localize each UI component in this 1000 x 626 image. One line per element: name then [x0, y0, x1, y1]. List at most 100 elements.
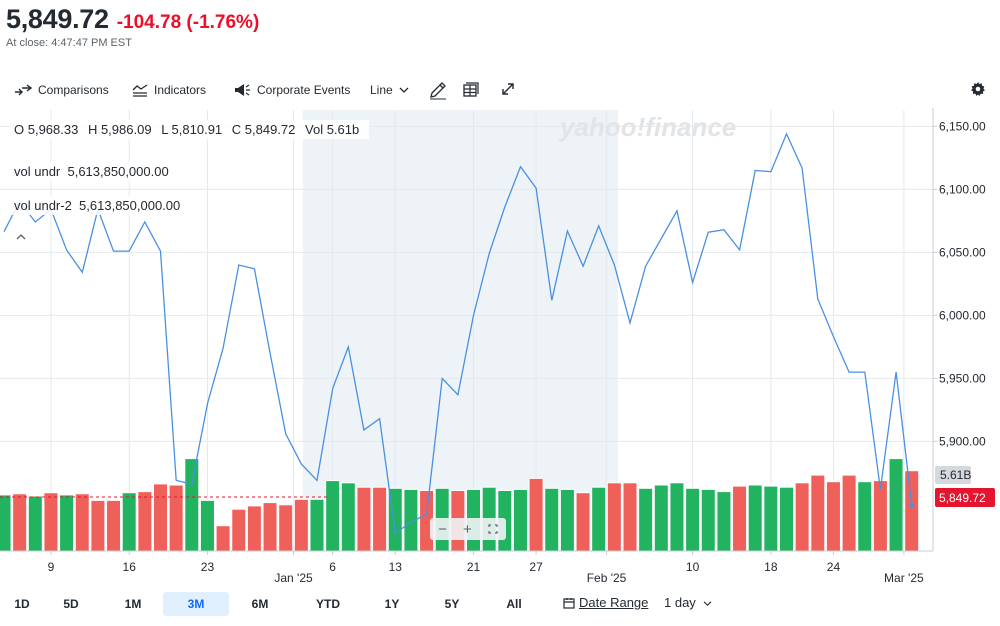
open-value: O 5,968.33: [14, 122, 79, 137]
volume-bar: [0, 494, 12, 552]
volume-bar: [732, 485, 748, 552]
indicators-button[interactable]: Indicators: [132, 83, 206, 97]
volume-bar: [559, 488, 575, 552]
close-value: C 5,849.72: [231, 122, 296, 137]
x-tick-label: 10: [686, 560, 700, 574]
fullscreen-button[interactable]: [500, 81, 516, 97]
chart-type-dropdown[interactable]: Line: [370, 83, 409, 97]
corporate-events-button[interactable]: Corporate Events: [233, 83, 350, 97]
volume-bar: [904, 470, 920, 552]
volume-bar: [857, 481, 873, 552]
x-tick-label: 6: [329, 560, 336, 574]
x-tick-label: 27: [529, 560, 543, 574]
legend-vol-undr-2-value: 5,613,850,000.00: [79, 198, 181, 213]
volume-bar: [340, 482, 356, 552]
date-range-button[interactable]: Date Range: [563, 595, 648, 610]
volume-bar: [544, 487, 560, 552]
range-all[interactable]: All: [506, 597, 522, 611]
quote-header: 5,849.72 -104.78 (-1.76%) At close: 4:47…: [6, 4, 259, 49]
y-tick-label: 6,100.00: [939, 182, 986, 196]
volume-bar: [59, 494, 75, 552]
month-shade: [303, 110, 618, 551]
range-5d[interactable]: 5D: [63, 597, 79, 611]
chart-area[interactable]: yahoo!finance 5,900.00 5,950.00 6,000.00 6,0…: [0, 108, 1000, 598]
volume-bar: [591, 486, 607, 552]
legend-vol-undr-2-label: vol undr-2: [14, 198, 72, 213]
interval-dropdown[interactable]: 1 day: [664, 595, 712, 610]
volume-bar: [137, 491, 153, 552]
y-tick-label: 5,950.00: [939, 371, 986, 385]
range-1m[interactable]: 1M: [124, 597, 142, 611]
indicators-icon: [132, 84, 148, 97]
volume-bar: [638, 487, 654, 552]
zoom-in-button[interactable]: +: [463, 520, 472, 538]
volume-bar: [153, 483, 168, 552]
calendar-icon: [563, 597, 575, 609]
price-badge-text: 5,849.72: [939, 491, 986, 505]
volume-bar: [606, 482, 622, 552]
volume-bar: [74, 493, 90, 552]
price-badge: [935, 488, 995, 507]
volume-bar: [794, 482, 810, 552]
range-1y[interactable]: 1Y: [384, 597, 400, 611]
legend-vol-undr-label: vol undr: [14, 164, 61, 179]
volume-bar: [512, 488, 528, 552]
legend-vol-undr-2[interactable]: vol undr-2 5,613,850,000.00: [10, 196, 185, 215]
volume-bar: [810, 474, 826, 552]
comparisons-button[interactable]: Comparisons: [14, 83, 109, 97]
price-chart[interactable]: yahoo!finance 5,900.00 5,950.00 6,000.00 6,0…: [0, 108, 1000, 598]
volume-bar: [246, 505, 262, 552]
volume-bar: [12, 493, 28, 552]
volume-bar: [763, 485, 779, 552]
range-selector: 1D 5D 1M 3M 6M YTD 1Y 5Y All Date Range …: [0, 592, 1000, 618]
legend-vol-undr[interactable]: vol undr 5,613,850,000.00: [10, 162, 173, 181]
volume-bar: [372, 486, 388, 552]
range-1d[interactable]: 1D: [14, 597, 30, 611]
price-change: -104.78 (-1.76%): [116, 12, 260, 33]
collapse-legend-button[interactable]: [16, 230, 26, 244]
volume-bar: [278, 504, 294, 552]
volume-bar: [779, 486, 794, 552]
zoom-out-button[interactable]: −: [438, 520, 447, 538]
range-ytd[interactable]: YTD: [316, 597, 340, 611]
zoom-reset-button[interactable]: [488, 521, 498, 538]
volume-bar: [262, 502, 278, 552]
date-range-label: Date Range: [579, 595, 649, 610]
volume-bar: [825, 481, 841, 552]
ohlc-readout: O 5,968.33 H 5,986.09 L 5,810.91 C 5,849…: [10, 120, 370, 139]
volume-bar: [747, 484, 763, 552]
draw-button[interactable]: [428, 80, 448, 100]
x-tick-label: 23: [201, 560, 215, 574]
interval-label: 1 day: [664, 595, 696, 610]
price-row: 5,849.72 -104.78 (-1.76%): [6, 4, 259, 35]
settings-button[interactable]: [970, 81, 986, 97]
volume-bar: [700, 488, 716, 552]
volume-bar: [685, 487, 701, 552]
range-6m[interactable]: 6M: [251, 597, 269, 611]
volume-bar: [325, 480, 341, 552]
volume-bar: [575, 492, 591, 552]
y-tick-label: 6,050.00: [939, 245, 986, 259]
chart-toolbar: Comparisons Indicators Corporate Events …: [0, 78, 1000, 106]
volume-bar: [215, 525, 231, 552]
gear-icon: [971, 82, 985, 96]
volume-badge: [935, 466, 971, 484]
current-price: 5,849.72: [6, 4, 109, 34]
range-3m[interactable]: 3M: [163, 592, 229, 616]
high-value: H 5,986.09: [87, 122, 152, 137]
table-view-button[interactable]: [462, 81, 480, 99]
volume-bar: [669, 482, 685, 552]
x-tick-label: 24: [827, 560, 841, 574]
indicators-label: Indicators: [154, 83, 207, 97]
frame-icon: [488, 523, 498, 534]
low-value: L 5,810.91: [161, 122, 223, 137]
chart-type-label: Line: [370, 83, 393, 97]
x-tick-label: Mar '25: [884, 571, 924, 585]
price-line: [3, 132, 913, 535]
volume-bar: [841, 474, 857, 552]
x-tick-label: 16: [123, 560, 137, 574]
corporate-events-label: Corporate Events: [257, 83, 351, 97]
y-tick-label: 6,000.00: [939, 308, 986, 322]
volume-bar: [121, 492, 137, 552]
range-5y[interactable]: 5Y: [444, 597, 460, 611]
